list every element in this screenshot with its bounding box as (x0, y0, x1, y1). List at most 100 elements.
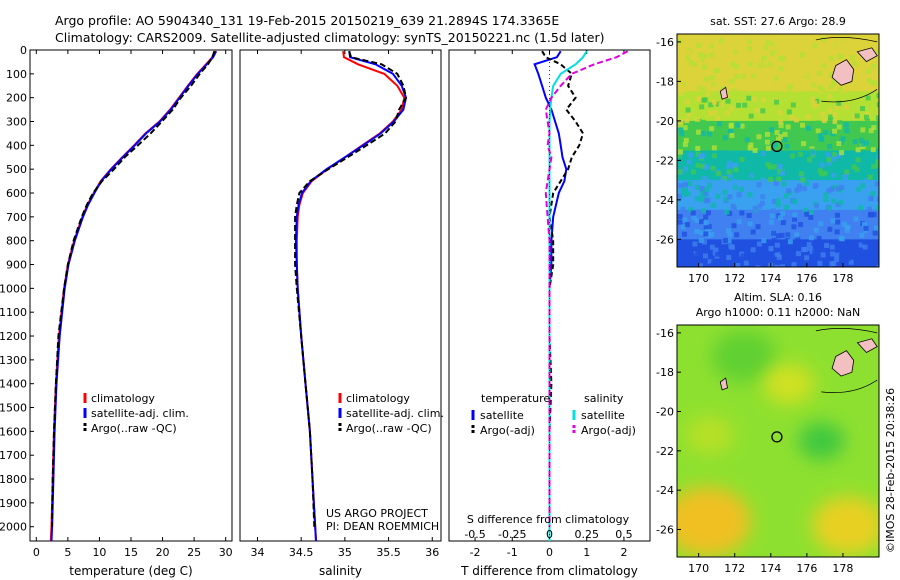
lat-tick-label: -20 (656, 115, 674, 128)
sst-cell (727, 194, 733, 200)
sst-cell (745, 242, 751, 248)
sst-cell (740, 253, 746, 259)
sst-cell (873, 225, 879, 231)
sst-cell (702, 253, 708, 259)
sst-cell (827, 205, 833, 211)
sst-cell (778, 44, 784, 50)
sst-cell (703, 191, 709, 197)
sst-cell (696, 129, 702, 135)
sst-cell (709, 232, 715, 238)
argo-float-marker (771, 140, 783, 153)
sst-cell (752, 205, 758, 211)
sst-cell (760, 151, 766, 157)
sst-cell (813, 253, 819, 259)
sst-cell (701, 97, 707, 103)
sst-cell (761, 238, 767, 244)
x-tick-label: 35 (338, 546, 352, 559)
sst-cell (726, 47, 732, 53)
sst-cell (840, 136, 846, 142)
sst-cell (789, 115, 795, 121)
sst-cell (702, 64, 708, 70)
sst-cell (855, 147, 861, 153)
sst-cell (736, 192, 742, 198)
sst-cell (831, 172, 837, 178)
sst-cell (686, 111, 692, 117)
sst-cell (812, 43, 818, 49)
x-tick-label: -2 (470, 546, 481, 559)
sst-cell (815, 120, 821, 126)
sst-cell (805, 125, 811, 131)
lon-tick-label: 176 (796, 272, 817, 285)
sst-cell (685, 55, 691, 61)
sst-cell (699, 190, 705, 196)
sst-cell (787, 239, 793, 245)
sst-cell (769, 127, 775, 133)
sst-cell (770, 208, 776, 214)
series-line-argo-raw-qc- (51, 50, 216, 527)
sst-cell (819, 171, 825, 177)
sst-cell (799, 52, 805, 58)
sst-cell (694, 228, 700, 234)
sst-cell (747, 221, 753, 227)
sst-cell (728, 122, 734, 128)
x-tick-label: 36 (425, 546, 439, 559)
sst-cell (780, 264, 786, 267)
sst-cell (775, 233, 781, 239)
depth-tick-label: 1800 (0, 473, 27, 486)
sst-cell (677, 149, 683, 155)
sst-cell (706, 232, 712, 238)
depth-tick-label: 400 (6, 139, 27, 152)
sst-cell (827, 93, 833, 99)
legend-label: Argo(-adj) (480, 424, 535, 437)
sst-cell (808, 235, 814, 241)
sst-cell (679, 131, 685, 137)
depth-tick-label: 200 (6, 92, 27, 105)
sst-cell (761, 55, 767, 61)
sst-cell (758, 75, 764, 81)
sst-cell (733, 167, 739, 173)
sla-anomaly-blob (677, 486, 751, 557)
sst-cell (729, 132, 735, 138)
sst-cell (757, 203, 763, 209)
temperature-xlabel: temperature (deg C) (69, 564, 192, 578)
sst-cell (704, 164, 710, 170)
x-tick-label: 10 (92, 546, 106, 559)
sst-cell (693, 253, 699, 259)
sst-cell (760, 108, 766, 114)
sst-cell (851, 164, 857, 170)
sst-cell (856, 46, 862, 52)
sst-cell (837, 120, 843, 126)
sst-cell (765, 39, 771, 45)
sst-cell (773, 81, 779, 87)
sst-cell (699, 197, 705, 203)
lat-tick-label: -26 (656, 523, 674, 536)
sst-cell (708, 102, 714, 108)
sst-cell (763, 45, 769, 51)
series-line-temperature-argo-adj- (541, 50, 585, 527)
sst-cell (699, 186, 705, 192)
sst-cell (831, 78, 837, 84)
sst-cell (854, 166, 860, 172)
sst-cell (738, 260, 744, 266)
sst-cell (877, 48, 879, 54)
sst-cell (720, 86, 726, 92)
sst-cell (855, 157, 861, 163)
sst-cell (868, 211, 874, 217)
sst-cell (875, 159, 879, 165)
sst-cell (782, 137, 788, 143)
salinity-panel: 34 34.5 35 35.5 36 salinity climatology satelli… (239, 49, 444, 578)
sst-cell (871, 163, 877, 169)
sst-cell (683, 166, 689, 172)
sst-cell (818, 221, 824, 227)
sst-cell (684, 118, 690, 124)
lon-tick-label: 178 (832, 562, 853, 575)
sst-map-frame (676, 33, 880, 268)
sst-cell (787, 84, 793, 90)
sst-cell (768, 176, 774, 182)
sst-cell (860, 106, 866, 112)
sst-cell (774, 129, 780, 135)
sst-cell (777, 215, 783, 221)
sst-cell (864, 177, 870, 183)
sst-cell (729, 244, 735, 250)
lat-tick-label: -22 (656, 445, 674, 458)
